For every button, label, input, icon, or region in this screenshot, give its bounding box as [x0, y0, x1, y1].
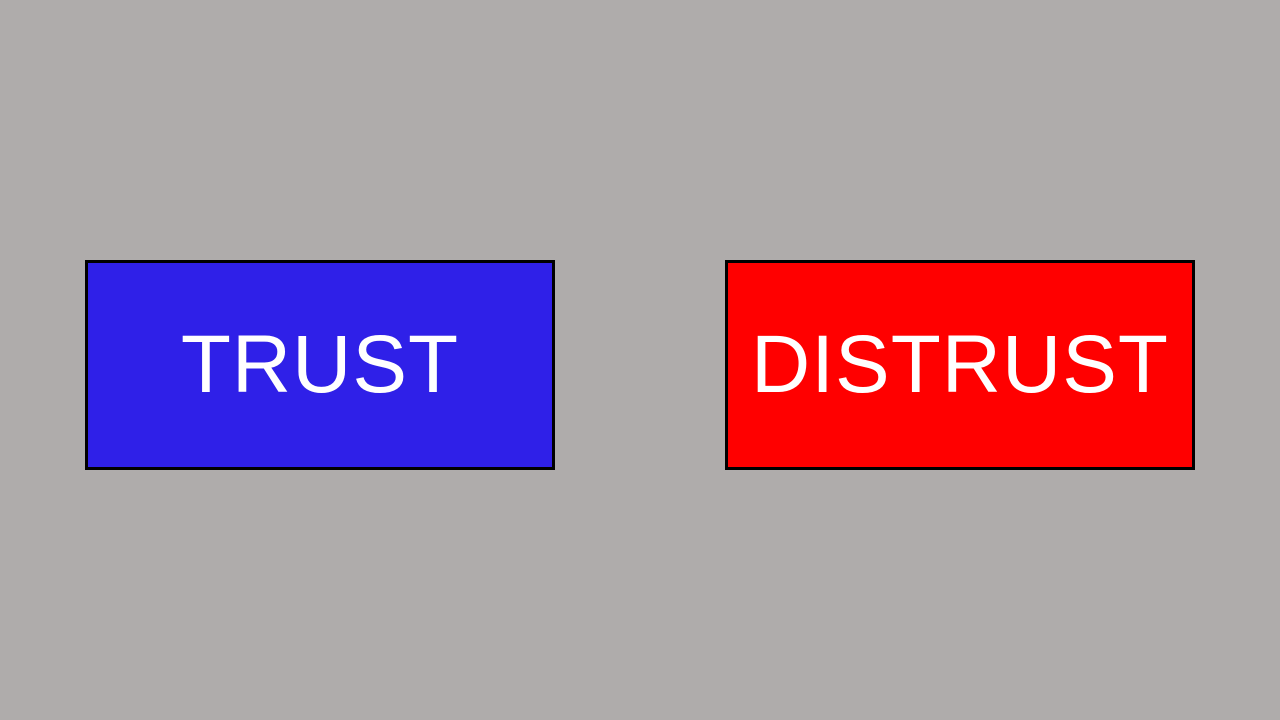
trust-button-label: TRUST	[180, 319, 460, 410]
distrust-button[interactable]: DISTRUST	[725, 260, 1195, 470]
trust-button[interactable]: TRUST	[85, 260, 555, 470]
distrust-button-label: DISTRUST	[751, 319, 1169, 410]
